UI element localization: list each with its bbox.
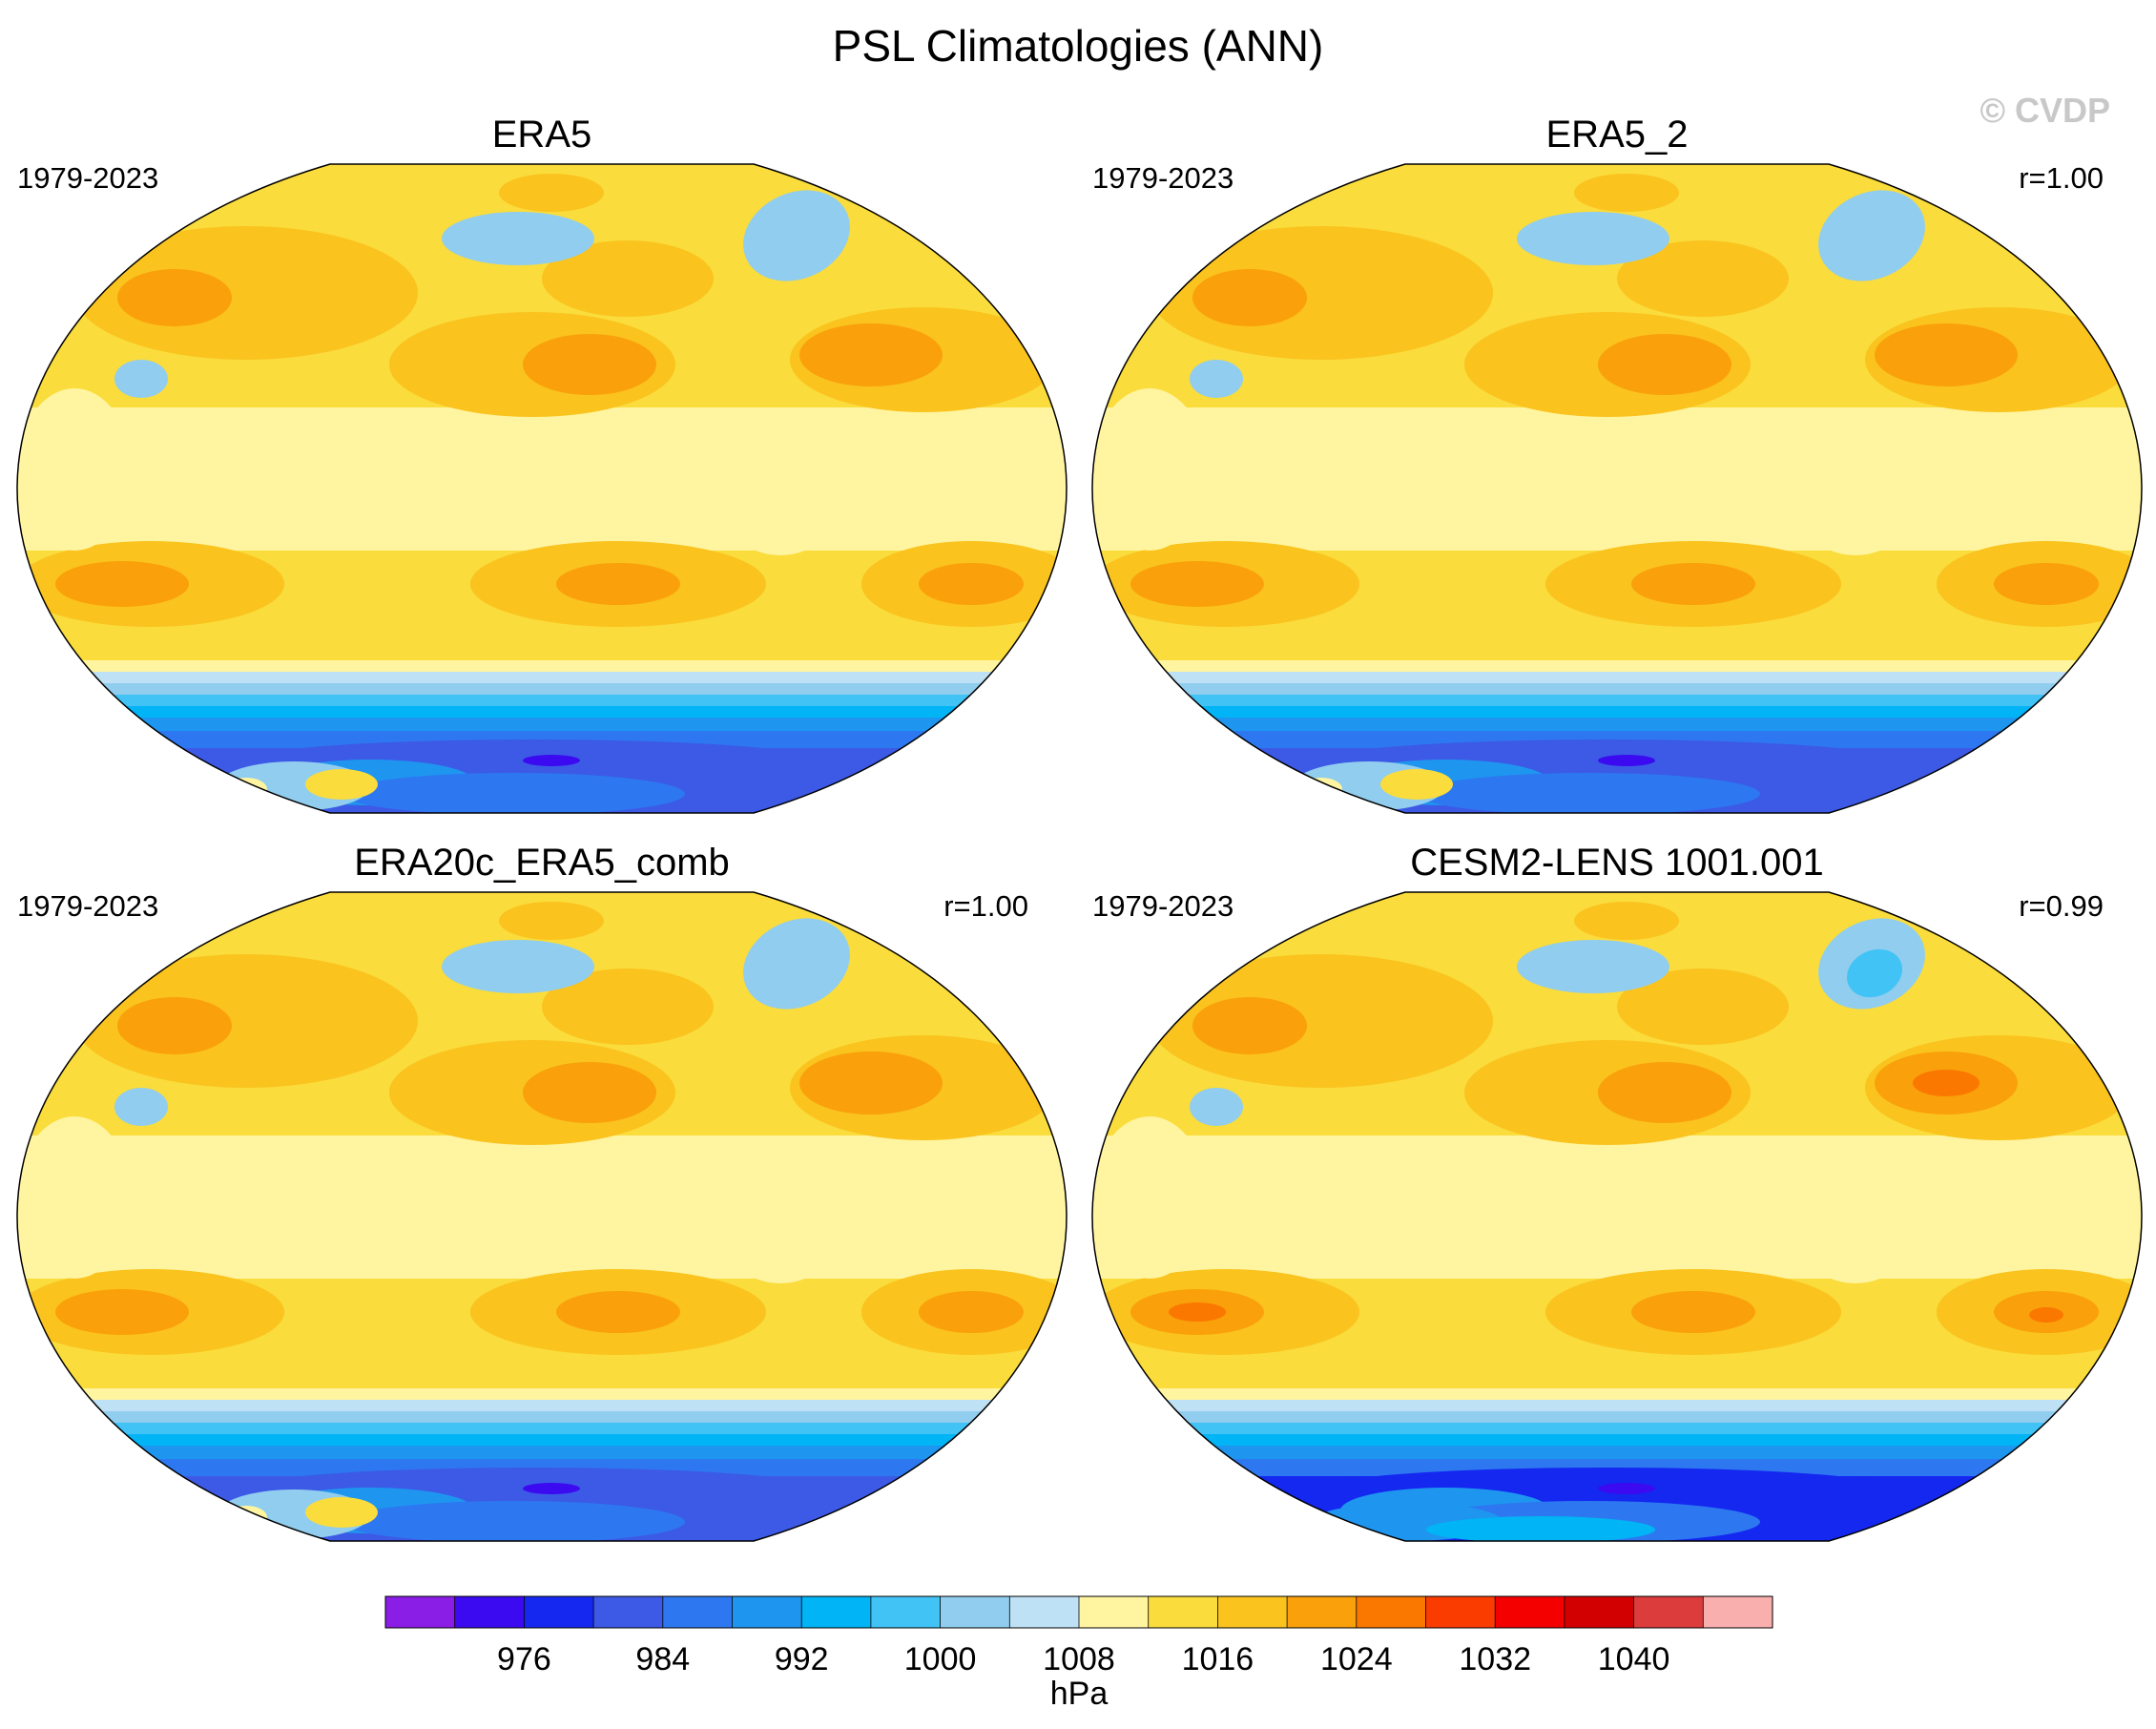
colorbar-swatch bbox=[1217, 1596, 1288, 1628]
colorbar: 976 984 992 1000 1008 1016 1024 1032 1040 hPa bbox=[384, 1595, 1773, 1712]
panel-title: ERA5_2 bbox=[1546, 114, 1689, 156]
colorbar-swatch bbox=[870, 1596, 942, 1628]
colorbar-swatch bbox=[1495, 1596, 1565, 1628]
colorbar-tick-label: 1032 bbox=[1459, 1641, 1531, 1677]
colorbar-tick-label: 1040 bbox=[1598, 1641, 1670, 1677]
panel-correlation: r=1.00 bbox=[943, 889, 1028, 923]
colorbar-swatch bbox=[1425, 1596, 1496, 1628]
colorbar-swatch bbox=[1356, 1596, 1427, 1628]
map-field bbox=[1091, 163, 2143, 814]
colorbar-units: hPa bbox=[1050, 1676, 1109, 1712]
panel-period: 1979-2023 bbox=[17, 889, 158, 923]
panel-title: ERA5 bbox=[492, 114, 592, 156]
colorbar-tick-label: 1000 bbox=[904, 1641, 977, 1677]
colorbar-tick-label: 984 bbox=[635, 1641, 690, 1677]
colorbar-swatch bbox=[1148, 1596, 1218, 1628]
map-panel: ERA20c_ERA5_comb 1979-2023 r=1.00 bbox=[16, 842, 1068, 1542]
panel-period: 1979-2023 bbox=[1092, 889, 1233, 923]
colorbar-swatch bbox=[1564, 1596, 1635, 1628]
map-field bbox=[16, 163, 1068, 814]
panel-correlation: r=0.99 bbox=[2019, 889, 2104, 923]
colorbar-tick-label: 1024 bbox=[1320, 1641, 1393, 1677]
colorbar-swatch bbox=[801, 1596, 872, 1628]
colorbar-swatch bbox=[1079, 1596, 1150, 1628]
panel-correlation: r=1.00 bbox=[2019, 161, 2104, 195]
map-panel: ERA5_2 1979-2023 r=1.00 bbox=[1091, 114, 2143, 814]
map-panel: ERA5 1979-2023 bbox=[16, 114, 1068, 814]
colorbar-swatch bbox=[1009, 1596, 1080, 1628]
panel-period: 1979-2023 bbox=[17, 161, 158, 195]
figure-title: PSL Climatologies (ANN) bbox=[833, 21, 1324, 71]
colorbar-tick-label: 992 bbox=[775, 1641, 829, 1677]
colorbar-tick-label: 976 bbox=[497, 1641, 551, 1677]
colorbar-swatch bbox=[940, 1596, 1010, 1628]
colorbar-swatch bbox=[1703, 1596, 1773, 1628]
panel-title: CESM2-LENS 1001.001 bbox=[1410, 842, 1824, 884]
colorbar-swatch bbox=[662, 1596, 734, 1628]
colorbar-swatch bbox=[593, 1596, 664, 1628]
panel-title: ERA20c_ERA5_comb bbox=[354, 842, 730, 884]
map-panel: CESM2-LENS 1001.001 1979-2023 r=0.99 bbox=[1091, 842, 2143, 1542]
panel-period: 1979-2023 bbox=[1092, 161, 1233, 195]
map-field bbox=[1091, 891, 2143, 1542]
colorbar-tick-label: 1008 bbox=[1043, 1641, 1115, 1677]
colorbar-swatch bbox=[732, 1596, 802, 1628]
watermark: © CVDP bbox=[1980, 91, 2110, 130]
colorbar-tick-label: 1016 bbox=[1182, 1641, 1254, 1677]
colorbar-swatch bbox=[1287, 1596, 1358, 1628]
colorbar-swatch bbox=[385, 1596, 456, 1628]
map-field bbox=[16, 891, 1068, 1542]
colorbar-swatch bbox=[454, 1596, 525, 1628]
colorbar-swatch bbox=[1633, 1596, 1704, 1628]
colorbar-swatch bbox=[524, 1596, 594, 1628]
